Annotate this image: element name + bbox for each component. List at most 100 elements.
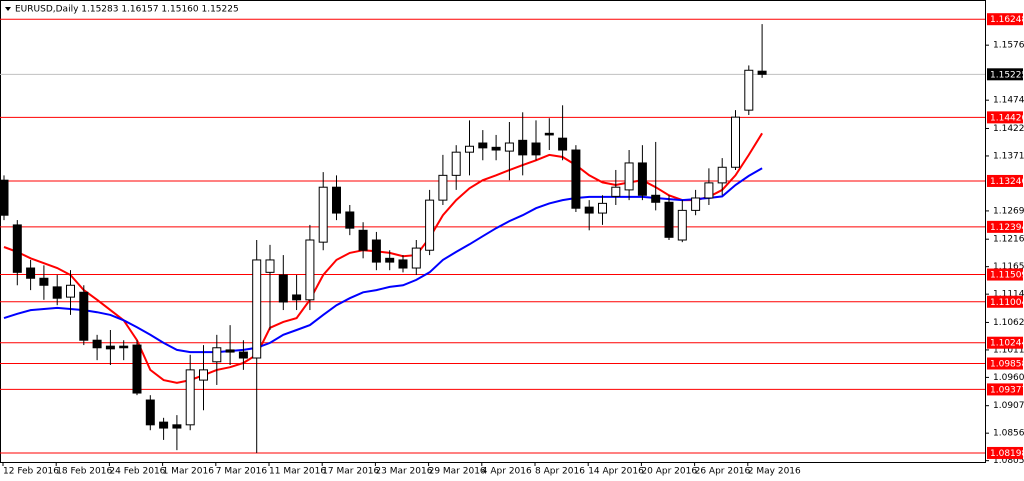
x-tick-label: 12 Feb 2016 <box>3 467 59 477</box>
candle-body <box>105 345 115 350</box>
candle-body <box>318 186 328 243</box>
y-tick-label: 1.10620 <box>993 318 1024 328</box>
level-label: 1.11004 <box>990 298 1024 308</box>
candle-body <box>584 206 594 214</box>
y-tick-label: 1.10110 <box>993 345 1024 355</box>
candle-body <box>159 421 169 429</box>
candle-body <box>305 239 315 301</box>
candle-body <box>637 162 647 196</box>
level-label-box <box>987 268 1023 281</box>
candle-body <box>252 259 262 359</box>
candle-body <box>731 116 740 168</box>
level-label-box <box>987 174 1023 187</box>
y-tick-label: 1.11145 <box>993 290 1024 300</box>
candle-body <box>52 286 62 299</box>
candle-body <box>531 142 541 156</box>
candle-body <box>611 186 621 197</box>
menu-triangle[interactable] <box>5 7 11 11</box>
x-tick-label: 17 Mar 2016 <box>322 467 379 477</box>
y-tick-label: 1.12165 <box>993 235 1024 245</box>
candle-body <box>518 139 528 156</box>
level-label-box <box>987 383 1023 396</box>
level-label: 1.09377 <box>990 385 1024 395</box>
candle-body <box>504 142 514 152</box>
level-label-box <box>987 357 1023 370</box>
candle-body <box>398 259 408 269</box>
level-label: 1.13246 <box>990 177 1024 187</box>
level-label: 1.10244 <box>990 339 1024 349</box>
x-tick-label: 8 Apr 2016 <box>535 467 585 477</box>
current-price-box <box>987 68 1023 81</box>
x-tick-label: 11 Mar 2016 <box>269 467 326 477</box>
candle-body <box>278 274 288 303</box>
y-tick-label: 1.14745 <box>993 96 1024 106</box>
x-tick-label: 2 May 2016 <box>748 467 801 477</box>
candle-body <box>0 179 9 216</box>
candle-body <box>212 347 222 363</box>
candle-body <box>411 247 421 269</box>
candle-body <box>491 146 501 151</box>
candle-body <box>371 239 381 263</box>
level-label: 1.11509 <box>990 271 1024 281</box>
candle-body <box>39 277 49 286</box>
y-tick-label: 1.09075 <box>993 401 1024 411</box>
level-label-box <box>987 295 1023 308</box>
candle-body <box>744 69 754 111</box>
candle-body <box>425 199 435 251</box>
level-label: 1.08198 <box>990 449 1024 459</box>
candle-body <box>478 142 488 149</box>
candle-body <box>12 224 22 273</box>
candle-body <box>451 151 461 176</box>
candle-body <box>185 369 195 426</box>
y-tick-label: 1.13710 <box>993 151 1024 161</box>
candle-body <box>238 351 248 359</box>
level-label: 1.12394 <box>990 223 1024 233</box>
candle-body <box>717 166 727 184</box>
candle-body <box>438 174 448 201</box>
level-label-box <box>987 336 1023 349</box>
plot-frame <box>0 0 986 463</box>
y-tick-label: 1.08055 <box>993 456 1024 466</box>
y-tick-label: 1.11655 <box>993 262 1024 272</box>
x-tick-label: 4 Apr 2016 <box>482 467 532 477</box>
candle-body <box>558 137 568 151</box>
candle-body <box>225 349 235 353</box>
candle-body <box>145 399 155 426</box>
x-tick-label: 23 Mar 2016 <box>375 467 432 477</box>
candle-body <box>199 369 208 381</box>
candle-body <box>332 186 341 214</box>
candle-body <box>92 339 102 349</box>
y-tick-label: 1.08565 <box>993 429 1024 439</box>
x-tick-label: 29 Mar 2016 <box>429 467 486 477</box>
current-price-label: 1.15225 <box>990 70 1024 80</box>
candle-body <box>598 202 607 214</box>
candle-body <box>704 182 714 199</box>
y-tick-label: 1.09600 <box>993 373 1024 383</box>
level-label-box <box>987 111 1023 124</box>
candle-body <box>358 229 368 251</box>
x-tick-label: 18 Feb 2016 <box>56 467 112 477</box>
candle-body <box>132 344 142 394</box>
x-tick-label: 26 Apr 2016 <box>695 467 751 477</box>
candle-body <box>664 201 674 238</box>
moving-average-line <box>3 167 763 354</box>
x-tick-label: 7 Mar 2016 <box>216 467 268 477</box>
level-label: 1.16248 <box>990 15 1024 25</box>
candle-body <box>677 209 687 241</box>
candle-body <box>757 70 767 75</box>
moving-average-line <box>3 132 763 384</box>
candle-body <box>292 294 302 301</box>
candle-body <box>345 211 355 229</box>
level-label: 1.09858 <box>990 360 1024 370</box>
candle-body <box>66 284 75 298</box>
level-label-box <box>987 446 1023 459</box>
level-label-box <box>987 13 1023 26</box>
candle-body <box>79 291 89 341</box>
x-tick-label: 20 Apr 2016 <box>641 467 697 477</box>
candle-body <box>385 257 395 263</box>
y-tick-label: 1.15766 <box>993 41 1024 51</box>
level-label: 1.14426 <box>990 113 1024 123</box>
level-label-box <box>987 220 1023 233</box>
